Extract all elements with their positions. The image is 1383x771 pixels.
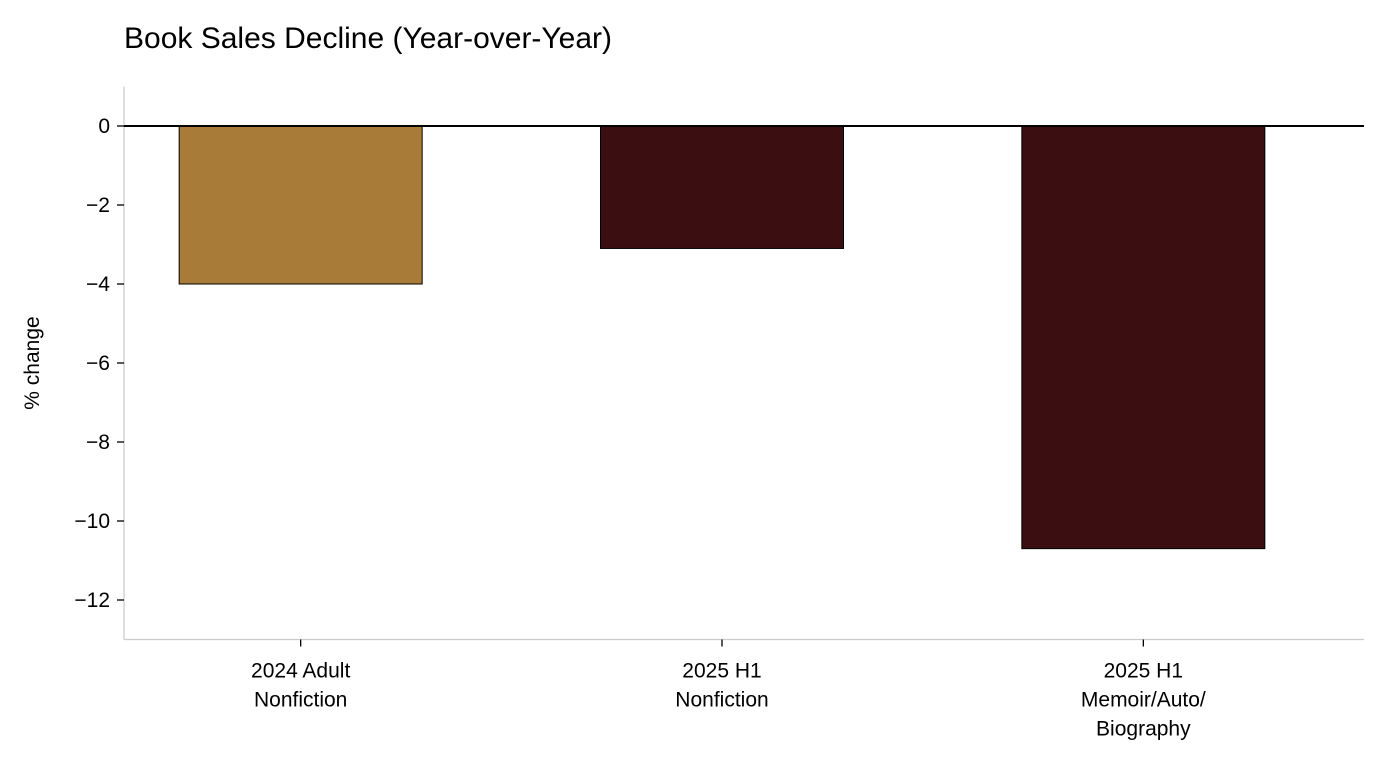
x-tick-label: Biography xyxy=(1096,718,1191,741)
plot-area: 0 −2 −4 −6 −8 −10 −12 2024 Adult Nonfiction 2025 … xyxy=(74,86,1364,741)
x-tick-label: Nonfiction xyxy=(254,689,347,712)
x-tick-label: 2025 H1 xyxy=(682,660,761,683)
x-tick-label: Memoir/Auto/ xyxy=(1081,689,1206,712)
y-tick-label: −12 xyxy=(74,589,110,612)
y-tick-label: 0 xyxy=(98,115,110,138)
chart-title: Book Sales Decline (Year-over-Year) xyxy=(124,22,612,55)
y-tick-label: −4 xyxy=(86,273,110,296)
y-tick-label: −6 xyxy=(86,352,110,375)
x-tick-label: 2024 Adult xyxy=(251,660,350,683)
bar xyxy=(600,125,844,249)
y-tick-label: −10 xyxy=(74,510,110,533)
bar xyxy=(178,125,423,285)
x-tick-label: 2025 H1 xyxy=(1104,660,1183,683)
x-tick-label: Nonfiction xyxy=(675,689,768,712)
y-axis-label: % change xyxy=(21,316,44,409)
y-tick-label: −8 xyxy=(86,431,110,454)
bar xyxy=(1021,125,1266,550)
y-tick-label: −2 xyxy=(86,194,110,217)
